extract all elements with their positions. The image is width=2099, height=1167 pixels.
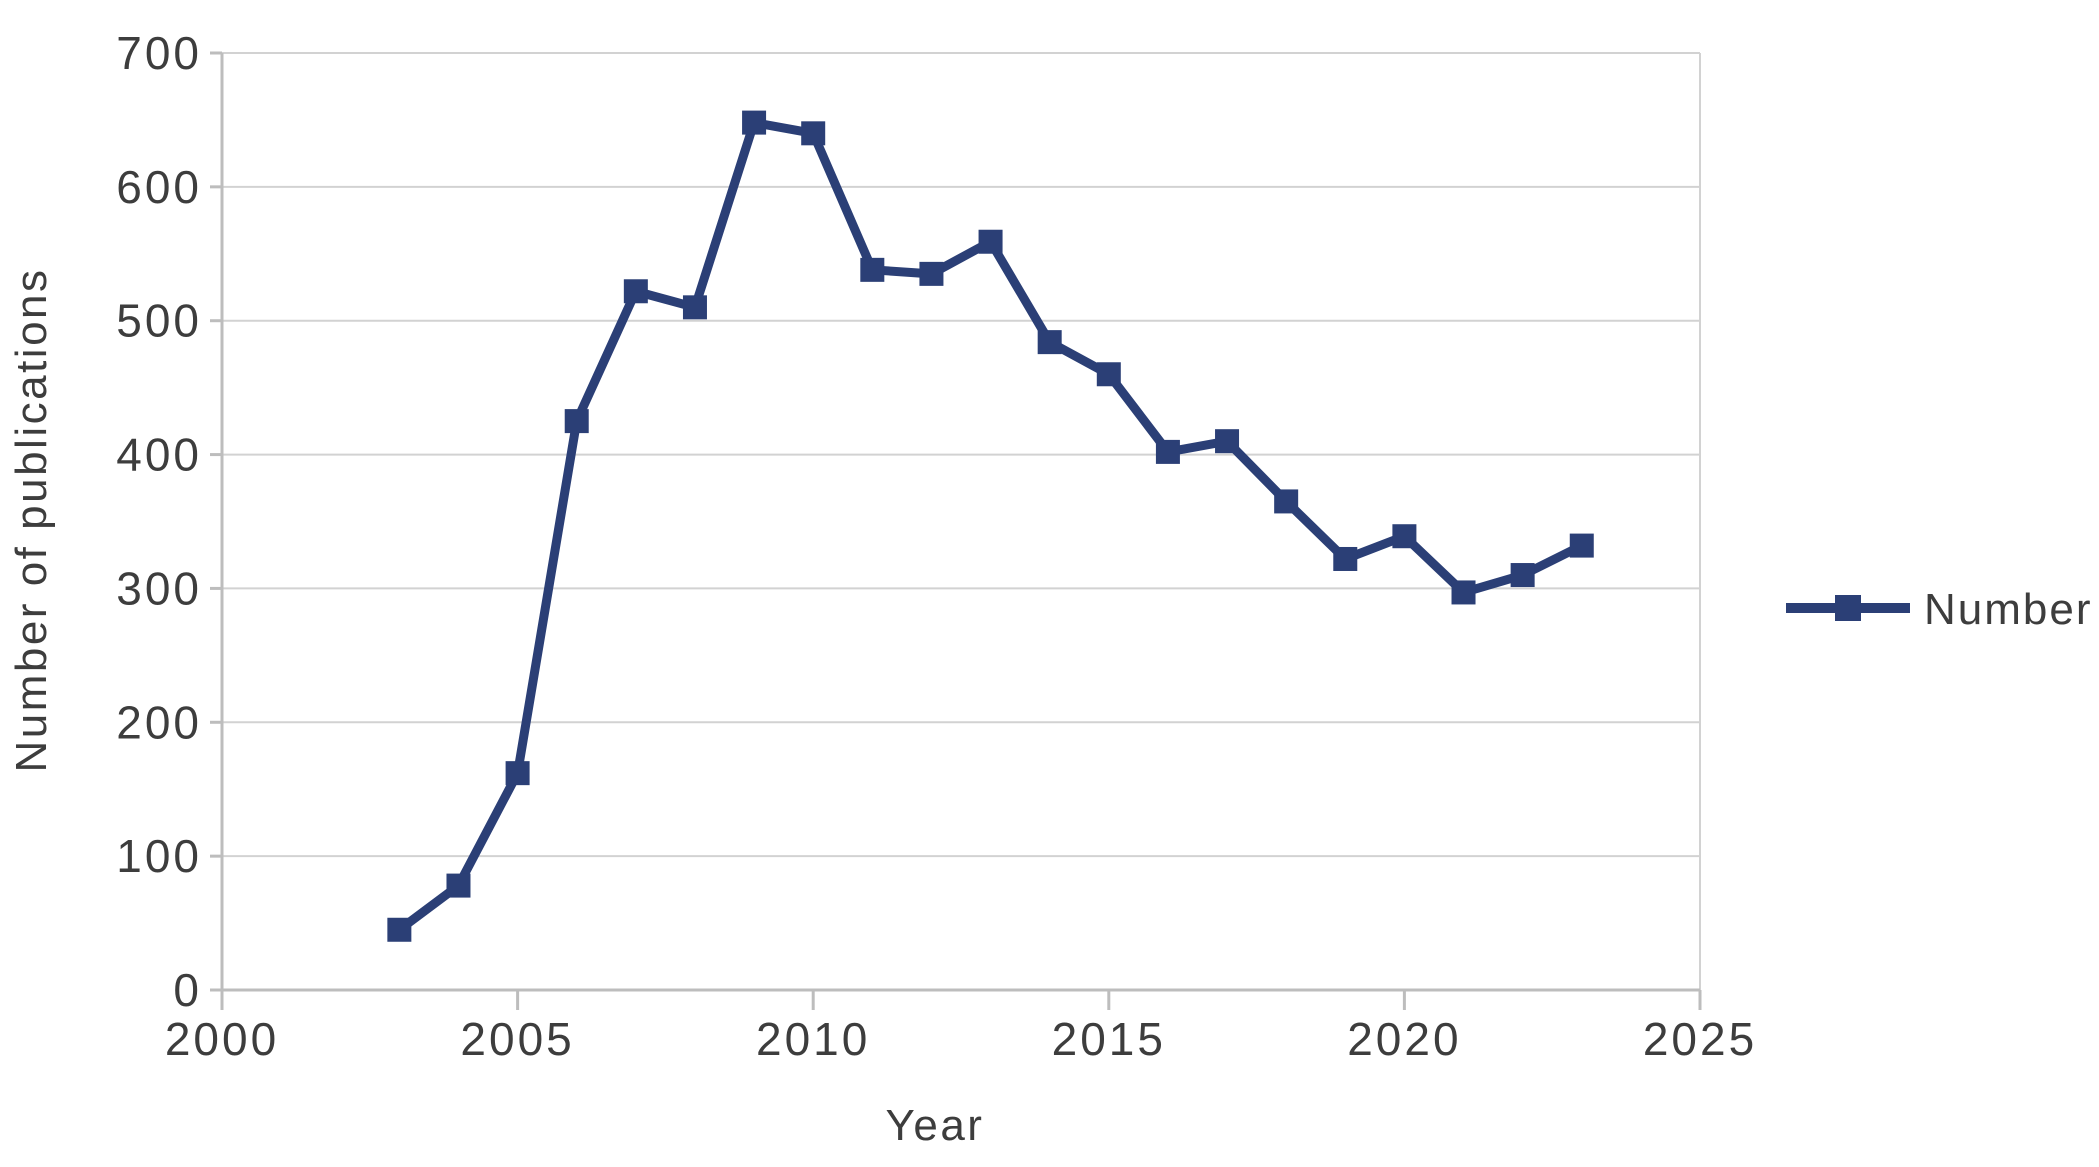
data-point-marker (1451, 580, 1476, 605)
data-point-marker (1392, 524, 1417, 549)
x-axis-title: Year (886, 1101, 985, 1150)
x-tick-labels: 2000 2005 2010 2015 2020 2025 (165, 1013, 1757, 1065)
data-point-marker (978, 229, 1003, 254)
data-point-marker (742, 110, 767, 135)
y-tick-label: 500 (116, 295, 202, 347)
data-point-marker (1096, 362, 1121, 387)
data-point-marker (1569, 533, 1594, 558)
data-point-marker (446, 873, 471, 898)
data-point-marker (1274, 489, 1299, 514)
x-tick-label: 2025 (1643, 1013, 1757, 1065)
gridlines (222, 52, 1701, 990)
x-tick-label: 2010 (756, 1013, 870, 1065)
data-point-marker (682, 295, 707, 320)
x-tick-label: 2020 (1347, 1013, 1461, 1065)
data-point-marker (801, 121, 826, 146)
data-point-marker (623, 279, 648, 304)
data-point-marker (1510, 563, 1535, 588)
y-tick-labels: 0 100 200 300 400 500 600 700 (116, 27, 202, 1016)
y-tick-label: 600 (116, 161, 202, 213)
data-point-marker (505, 761, 530, 786)
data-point-marker (387, 917, 412, 942)
x-tick-label: 2015 (1052, 1013, 1166, 1065)
data-series (387, 110, 1594, 942)
y-tick-label: 400 (116, 429, 202, 481)
y-tick-label: 200 (116, 696, 202, 748)
legend-marker-icon (1835, 595, 1861, 621)
y-axis-title: Number of publications (7, 267, 56, 772)
y-tick-label: 300 (116, 562, 202, 614)
data-point-marker (1333, 546, 1358, 571)
x-tick-label: 2005 (460, 1013, 574, 1065)
y-tick-label: 100 (116, 830, 202, 882)
data-point-marker (919, 261, 944, 286)
legend: Number (1786, 585, 2093, 634)
data-point-marker (860, 257, 885, 282)
data-point-marker (1155, 439, 1180, 464)
legend-label: Number (1924, 585, 2093, 634)
y-tick-label: 0 (173, 964, 202, 1016)
data-point-marker (1215, 429, 1240, 454)
x-tick-label: 2000 (165, 1013, 279, 1065)
y-tick-label: 700 (116, 27, 202, 79)
data-point-marker (564, 409, 589, 434)
data-point-marker (1037, 330, 1062, 355)
axes (210, 51, 1702, 1010)
